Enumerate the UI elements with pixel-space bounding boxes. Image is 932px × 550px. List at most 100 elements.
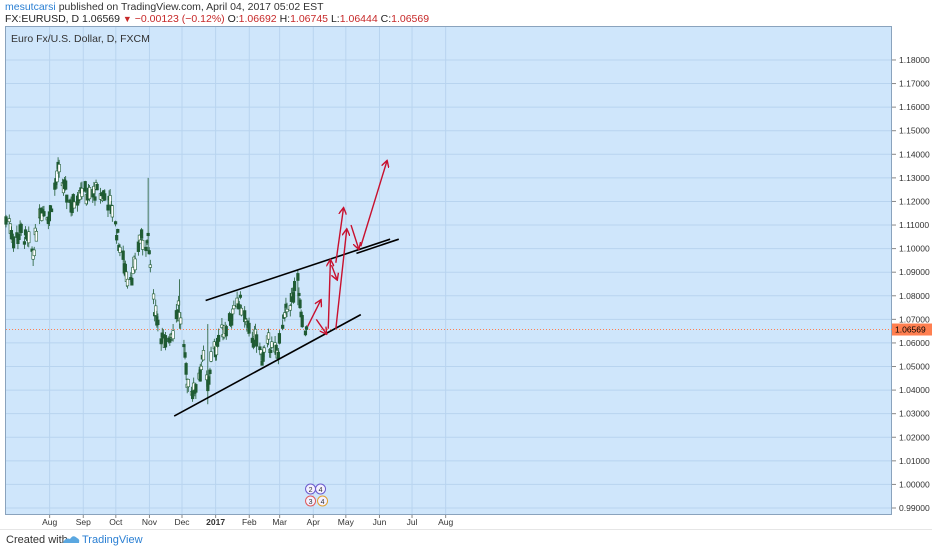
x-tick-label: Feb [242, 517, 257, 527]
candle-body [270, 341, 274, 348]
y-tick-label: 1.16000 [899, 102, 930, 112]
candle-body [136, 241, 140, 252]
x-tick-label: Jul [407, 517, 418, 527]
candle-body [106, 204, 110, 211]
projection-arrow [360, 161, 387, 247]
grid-lines [6, 27, 891, 514]
candle-body [49, 208, 54, 213]
candle-body [115, 235, 119, 241]
candle-body [4, 216, 8, 225]
symbol-label: FX:EURUSD, D [5, 13, 80, 25]
candle-body [255, 334, 259, 347]
x-tick-label: Aug [438, 517, 453, 527]
open-value: 1.06692 [238, 13, 277, 25]
x-tick-label: Oct [109, 517, 123, 527]
close-value: 1.06569 [391, 13, 430, 25]
publish-info: mesutcarsi published on TradingView.com,… [5, 1, 324, 13]
y-tick-label: 1.15000 [899, 126, 930, 136]
y-tick-label: 1.12000 [899, 196, 930, 206]
y-tick-label: 0.99000 [899, 503, 930, 513]
candle-body [182, 344, 186, 348]
y-tick-label: 1.14000 [899, 149, 930, 159]
x-tick-label: Aug [42, 517, 57, 527]
projection-arrow [350, 224, 359, 249]
trendline-channel-lower [173, 313, 362, 417]
y-tick-label: 1.08000 [899, 291, 930, 301]
x-tick-label: 2017 [206, 517, 225, 527]
time-axis[interactable] [5, 515, 892, 529]
candle-body [269, 349, 273, 354]
event-marker-label: 3 [309, 499, 313, 506]
candle-body [277, 333, 282, 344]
candle-body [116, 228, 120, 233]
publisher-name[interactable]: mesutcarsi [5, 1, 56, 13]
candle-body [217, 334, 221, 342]
candle-body [262, 347, 266, 353]
ohlc-legend: FX:EURUSD, D 1.06569 ▼ −0.00123 (−0.12%)… [5, 13, 429, 25]
candle-body [231, 308, 235, 315]
candle-body [146, 232, 150, 237]
high-value: 1.06745 [290, 13, 329, 25]
chart-symbol-title: Euro Fx/U.S. Dollar, D, FXCM [11, 33, 150, 45]
y-tick-label: 1.09000 [899, 267, 930, 277]
y-tick-label: 1.10000 [899, 244, 930, 254]
y-tick-label: 1.06000 [899, 338, 930, 348]
y-tick-label: 1.05000 [899, 362, 930, 372]
projection-arrow [315, 318, 326, 333]
y-tick-label: 1.17000 [899, 79, 930, 89]
x-tick-label: May [338, 517, 355, 527]
footer: Created with TradingView [0, 529, 932, 550]
candle-body [130, 277, 134, 286]
candle-body [285, 308, 289, 313]
candle-body [65, 194, 69, 203]
candle-body [113, 221, 118, 225]
event-marker-label: 4 [319, 487, 323, 494]
candle-body [11, 236, 16, 249]
candle-body [72, 201, 76, 209]
projection-arrow [335, 209, 344, 263]
candle-body [118, 246, 122, 253]
x-tick-label: Dec [174, 517, 190, 527]
candle-body [32, 249, 36, 257]
candle-body [304, 326, 309, 330]
candle-body [288, 305, 292, 311]
candle-body [34, 231, 38, 242]
candle-body [291, 292, 296, 303]
candle-body [232, 305, 236, 310]
candle-body [208, 369, 212, 375]
x-tick-label: Mar [272, 517, 287, 527]
candle-body [141, 239, 145, 250]
x-tick-label: Nov [142, 517, 158, 527]
candle-body [108, 195, 112, 206]
published-text: published on TradingView.com, April 04, … [58, 1, 324, 13]
trendline-channel-upper-right [356, 238, 400, 255]
y-tick-label: 1.04000 [899, 385, 930, 395]
candle-body [303, 330, 308, 336]
candle-body [283, 312, 287, 318]
candle-body [300, 314, 304, 328]
tradingview-brand[interactable]: TradingView [82, 534, 143, 546]
candle-body [209, 351, 213, 362]
candle-body [156, 319, 160, 326]
candle-body [179, 317, 183, 325]
event-marker-icon [305, 495, 317, 507]
candle-body [247, 322, 251, 334]
candle-body [133, 258, 137, 271]
projection-arrow [307, 300, 321, 327]
candle-body [121, 250, 125, 260]
event-marker-label: 2 [309, 487, 313, 494]
candle-body [80, 188, 84, 197]
price-axis[interactable] [892, 26, 932, 515]
created-with-text: Created with [6, 534, 68, 546]
candle-body [237, 304, 241, 310]
candle-body [163, 335, 168, 348]
publish-header: mesutcarsi published on TradingView.com,… [0, 0, 932, 26]
candle-body [22, 241, 27, 245]
candle-body [224, 326, 228, 337]
price-change: −0.00123 (−0.12%) [134, 13, 225, 25]
candle-body [19, 223, 23, 234]
candle-body [110, 205, 114, 218]
low-value: 1.06444 [339, 13, 378, 25]
y-tick-label: 1.02000 [899, 432, 930, 442]
